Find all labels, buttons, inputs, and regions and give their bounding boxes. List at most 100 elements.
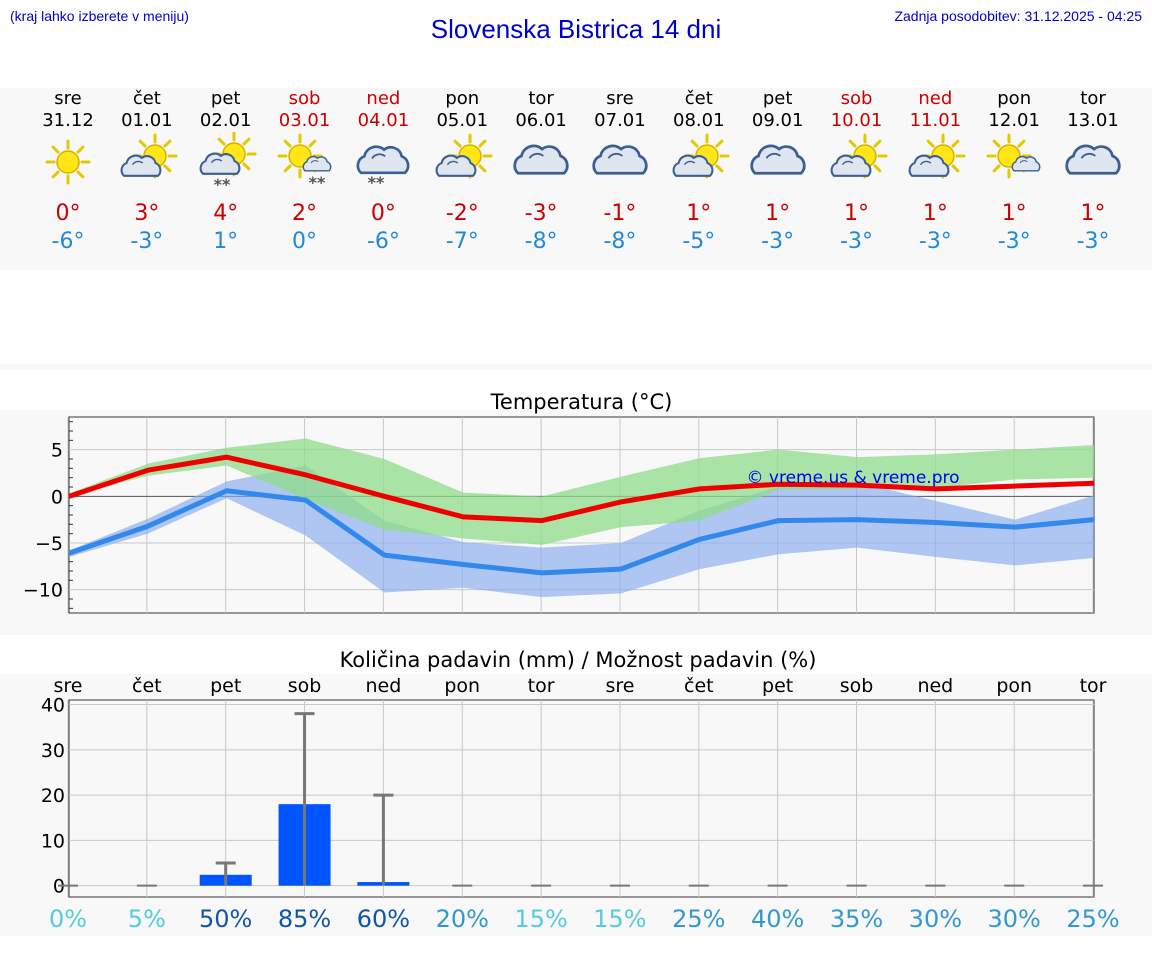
day-forecast: ned 11.01 1° -3° <box>895 88 975 256</box>
temp-max: 1° <box>686 201 712 226</box>
day-name: ned <box>366 88 401 109</box>
day-date: 04.01 <box>357 110 410 131</box>
day-forecast: pet 09.01 1° -3° <box>738 88 818 256</box>
day-forecast: čet 01.01 3° -3° <box>107 88 187 256</box>
x-category-label: sob <box>840 675 874 697</box>
day-forecast: sre 07.01 -1° -8° <box>580 88 660 256</box>
weather-icon-holder <box>1053 132 1133 192</box>
y-tick-label: −5 <box>35 533 63 555</box>
day-forecast: tor 06.01 -3° -8° <box>501 88 581 256</box>
temp-max: 1° <box>765 201 791 226</box>
precipitation-chart-title: Količina padavin (mm) / Možnost padavin … <box>340 648 817 672</box>
sun-small-cloud-snow-icon: ** <box>277 133 331 192</box>
weather-icon-holder <box>422 132 502 192</box>
weather-icon-holder <box>817 132 897 192</box>
x-category-label: pet <box>762 675 793 697</box>
temp-max: 1° <box>922 201 948 226</box>
temp-max: -2° <box>445 201 479 226</box>
precipitation-chance-label: 85% <box>278 905 331 933</box>
x-category-label: pet <box>210 675 241 697</box>
temp-min: -7° <box>445 229 479 254</box>
weather-icon-holder <box>659 132 739 192</box>
precipitation-chance-label: 30% <box>988 905 1041 933</box>
cloud-icon <box>513 144 569 175</box>
cloud-shape <box>1011 155 1041 172</box>
precipitation-chance-label: 30% <box>909 905 962 933</box>
temp-max: 0° <box>370 201 396 226</box>
sun-icon <box>45 139 91 185</box>
x-category-label: čet <box>132 675 162 697</box>
day-name: pet <box>762 88 793 109</box>
day-date: 03.01 <box>278 110 331 131</box>
y-tick-label: 20 <box>41 785 65 807</box>
sun-cloud-icon <box>830 133 887 179</box>
cloud-icon <box>592 144 648 175</box>
temp-max: 3° <box>134 201 160 226</box>
sun-cloud-icon <box>908 133 966 179</box>
sun-cloud-icon <box>435 133 493 179</box>
day-forecast: sob 03.01 ** 2° 0° <box>265 88 345 256</box>
weather-icon-holder <box>107 132 187 192</box>
weather-icon-holder <box>895 132 975 192</box>
temp-max: 1° <box>1080 201 1106 226</box>
day-name: sob <box>840 88 873 109</box>
precipitation-chance-label: 25% <box>1066 905 1119 933</box>
day-name: ned <box>918 88 953 109</box>
min-temperature-line <box>68 488 1095 576</box>
x-category-label: tor <box>528 675 555 697</box>
temp-min: -6° <box>366 229 400 254</box>
cloud-shape <box>199 152 241 175</box>
temp-min: -3° <box>918 229 952 254</box>
day-date: 05.01 <box>436 110 489 131</box>
cloud-shape <box>908 154 950 177</box>
day-date: 12.01 <box>988 110 1040 131</box>
cloud-icon <box>750 144 806 175</box>
x-category-label: tor <box>1080 675 1107 697</box>
temperature-chart-title: Temperatura (°C) <box>490 390 673 414</box>
precipitation-chance-label: 5% <box>128 905 166 933</box>
location-note: (kraj lahko izberete v meniju) <box>10 8 189 24</box>
temp-max: -1° <box>603 201 637 226</box>
sun-shape <box>45 139 91 185</box>
precipitation-chance-label: 25% <box>672 905 725 933</box>
day-forecast: ned 04.01 ** 0° -6° <box>343 88 423 256</box>
day-name: sre <box>606 88 634 109</box>
max-temperature-range-band <box>69 438 1094 545</box>
max-temperature-line <box>68 454 1095 524</box>
day-forecast: čet 08.01 1° -5° <box>659 88 739 256</box>
x-category-label: čet <box>684 675 714 697</box>
divider-band <box>0 364 1152 370</box>
y-tick-label: 10 <box>41 830 65 852</box>
temp-min: 1° <box>213 229 239 254</box>
y-tick-label: −10 <box>23 580 63 602</box>
temp-min: -3° <box>997 229 1031 254</box>
x-category-label: ned <box>917 675 953 697</box>
day-name: tor <box>528 88 554 109</box>
weather-icon-holder: ** <box>265 132 345 192</box>
temp-min: -3° <box>840 229 873 254</box>
x-category-label: ned <box>366 675 402 697</box>
day-date: 08.01 <box>673 110 725 131</box>
day-forecast: pon 05.01 -2° -7° <box>422 88 502 256</box>
day-date: 01.01 <box>121 110 173 131</box>
snowflake-marks: ** <box>213 175 230 192</box>
y-tick-label: 0 <box>51 486 63 508</box>
y-tick-label: 40 <box>41 695 65 717</box>
precipitation-chance-label: 40% <box>751 905 804 933</box>
weather-icon-holder: ** <box>343 132 423 192</box>
precipitation-chance-label: 20% <box>436 905 489 933</box>
day-date: 09.01 <box>751 110 804 131</box>
day-date: 11.01 <box>909 110 962 131</box>
sun-shape <box>986 133 1032 179</box>
precipitation-plot-area <box>68 699 1095 898</box>
precipitation-chance-label: 0% <box>49 905 87 933</box>
cloud-shape <box>672 154 714 177</box>
page-title: Slovenska Bistrica 14 dni <box>430 14 722 44</box>
precipitation-chart: Količina padavin (mm) / Možnost padavin … <box>41 648 1120 933</box>
day-forecast: sre 31.12 0° -6° <box>28 88 108 256</box>
temperature-chart: Temperatura (°C) 5 0 −5 −10 © vreme.us & vrem… <box>23 390 1095 614</box>
cloud-shape <box>592 144 648 175</box>
cloud-shape <box>120 154 162 177</box>
cloud-shape <box>356 145 410 175</box>
day-name: sre <box>54 88 82 109</box>
